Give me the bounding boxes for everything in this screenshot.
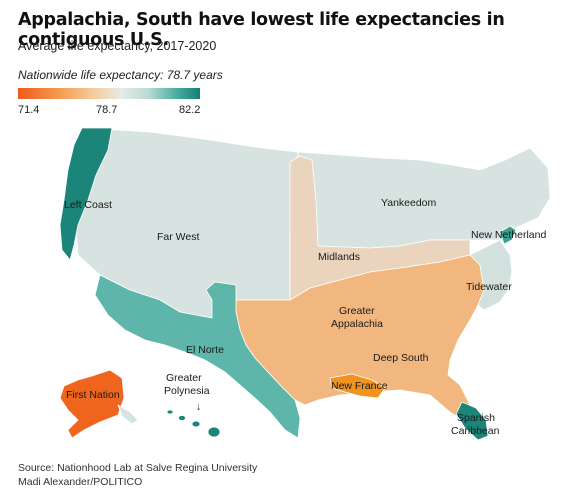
credit-line: Madi Alexander/POLITICO [18,476,143,488]
label-tidewater: Tidewater [466,281,512,293]
label-greater-appalachia-line1: Greater [339,305,375,317]
alaska-southeast [117,404,139,425]
label-new-france: New France [331,380,388,392]
label-spanish-caribbean-line1: Spanish [457,412,495,424]
chart-title: Appalachia, South have lowest life expec… [18,10,505,50]
label-new-netherland: New Netherland [471,229,546,241]
polynesia-pointer-arrow: ↓ [196,401,201,413]
region-first-nation [59,369,125,439]
label-greater-appalachia-line2: Appalachia [331,318,383,330]
label-spanish-caribbean-line2: Caribbean [451,425,500,437]
legend-min-label: 71.4 [18,104,40,116]
label-greater-polynesia-line1: Greater [166,372,202,384]
label-deep-south: Deep South [373,352,429,364]
label-el-norte: El Norte [186,344,224,356]
region-new-netherland [499,225,517,245]
legend-color-scale [18,88,200,99]
region-el-norte [94,274,301,439]
label-left-coast: Left Coast [64,199,112,211]
region-left-coast [59,127,113,261]
legend-max-label: 82.2 [179,104,201,116]
source-line: Source: Nationhood Lab at Salve Regina U… [18,462,258,474]
legend-mid-label: 78.7 [96,104,118,116]
label-far-west: Far West [157,231,199,243]
label-midlands: Midlands [318,251,360,263]
region-greater-polynesia [166,409,221,438]
nationwide-note: Nationwide life expectancy: 78.7 years [18,68,223,82]
region-spanish-caribbean [455,401,489,441]
region-tidewater [469,239,513,311]
label-greater-polynesia-line2: Polynesia [164,385,210,397]
chart-subtitle: Average life expectancy, 2017-2020 [18,39,217,53]
label-first-nation: First Nation [66,389,120,401]
label-yankeedom: Yankeedom [381,197,437,209]
region-new-france [329,373,386,399]
